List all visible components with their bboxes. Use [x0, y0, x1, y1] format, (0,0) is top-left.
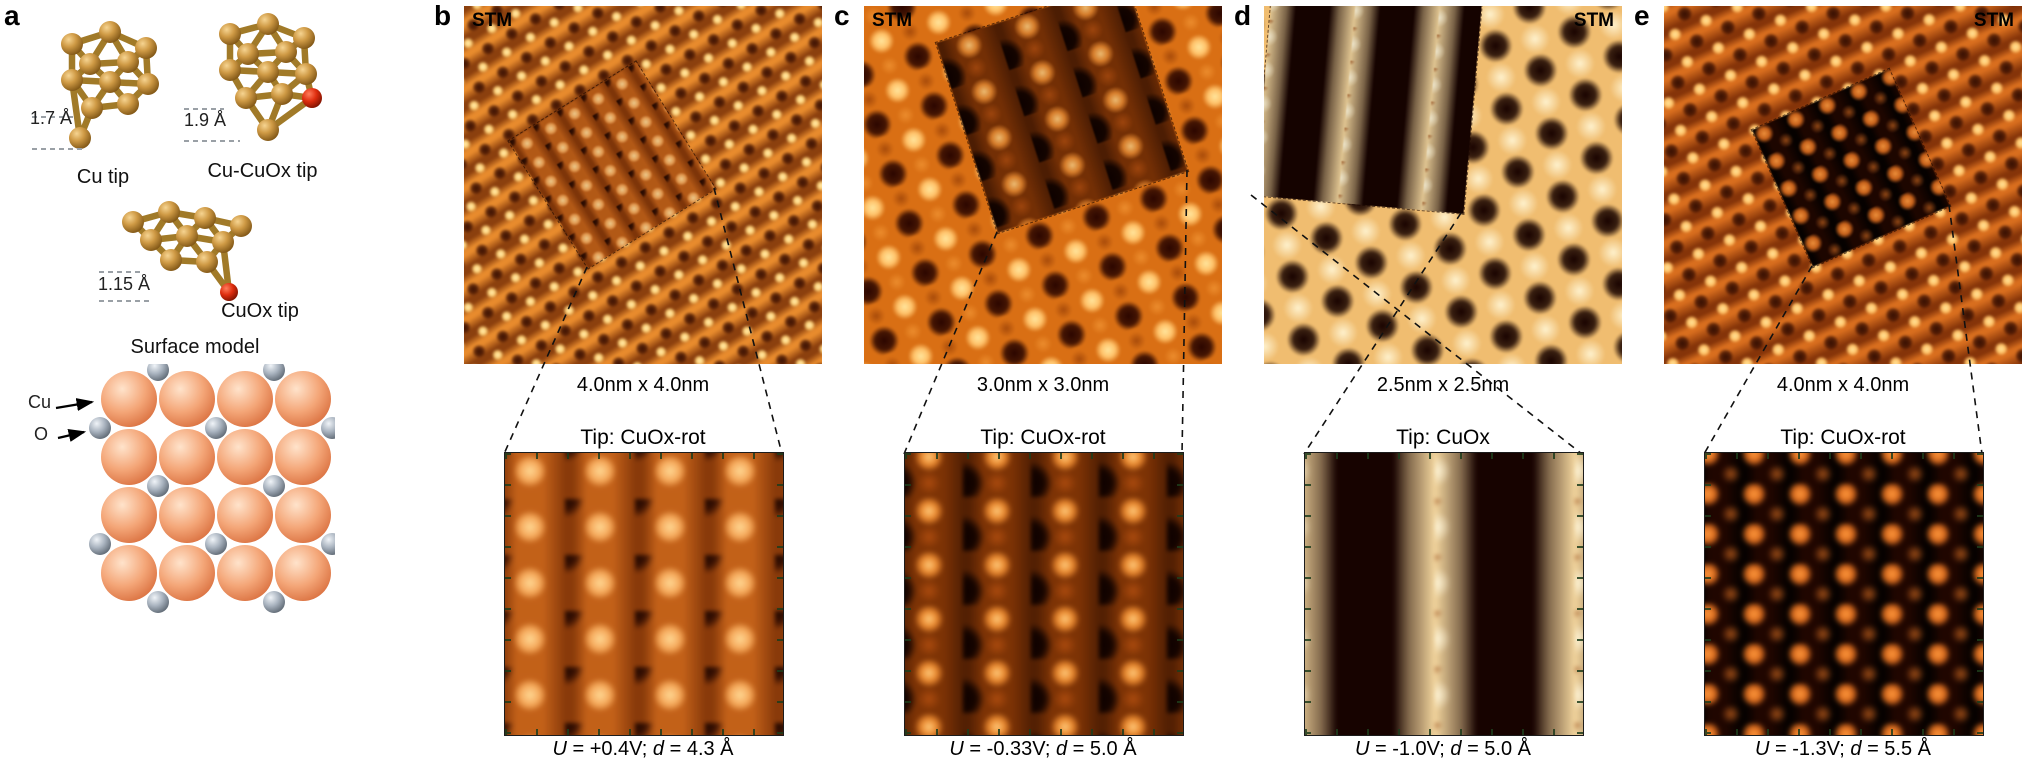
bias-distance-label-d: U = -1.0V; d = 5.0 Å: [1264, 738, 1622, 761]
simulated-stm-image-d: [1304, 452, 1584, 736]
bias-distance-label-c: U = -0.33V; d = 5.0 Å: [864, 738, 1222, 761]
cuox-tip-distance-dashes: [99, 271, 153, 302]
surface-label-arrows: [55, 398, 95, 442]
surface-model-title: Surface model: [130, 336, 260, 358]
panel-letter-e: e: [1634, 0, 1650, 31]
o-arrow-icon: [57, 429, 87, 442]
cuox-tip-name: CuOx tip: [221, 300, 299, 322]
bias-distance-label-b: U = +0.4V; d = 4.3 Å: [464, 738, 822, 761]
stm-method-tag-b: STM: [472, 10, 513, 31]
stm-method-tag-e: STM: [1973, 10, 2014, 31]
bias-d-symbol: d: [1850, 738, 1862, 760]
simulation-overlay-patch-d: [1264, 6, 1483, 215]
simulation-texture-e: [1705, 453, 1983, 735]
simulated-stm-image-c: [904, 452, 1184, 736]
stm-experimental-image-b: STM: [464, 6, 822, 364]
bias-d-symbol: d: [1450, 738, 1462, 760]
bias-d-value: = 4.3 Å: [664, 738, 734, 760]
panel-e: e STM 4.0nm x 4.0nm Tip: CuOx-rot U = -1…: [1630, 0, 2025, 762]
panel-a-models: a: [0, 0, 430, 762]
cu-cuox-tip-name: Cu-CuOx tip: [207, 160, 318, 182]
cu-tip-name: Cu tip: [76, 166, 130, 188]
bias-d-value: = 5.5 Å: [1861, 738, 1932, 760]
cuox-tip-distance-label: 1.15 Å: [98, 274, 151, 294]
bias-u-symbol: U: [552, 738, 567, 760]
bias-u-symbol: U: [1754, 738, 1770, 760]
cu-tip-model: [32, 21, 159, 150]
simulated-stm-image-e: [1704, 452, 1984, 736]
bias-distance-label-e: U = -1.3V; d = 5.5 Å: [1664, 738, 2022, 761]
bias-d-value: = 5.0 Å: [1461, 738, 1532, 760]
panel-letter-c: c: [834, 0, 850, 31]
surface-o-label: O: [34, 424, 49, 444]
stm-method-tag-c: STM: [872, 10, 913, 31]
oxygen-apex-atom: [220, 283, 238, 301]
panel-b: b STM 4.0nm x 4.0nm Tip: CuOx-rot U = +0…: [430, 0, 830, 762]
surface-cu-label: Cu: [28, 392, 52, 412]
surface-cu-spheres: [101, 371, 331, 601]
scan-size-label-b: 4.0nm x 4.0nm: [576, 374, 710, 396]
stm-experimental-image-d: STM: [1264, 6, 1622, 364]
cu-tip-distance-dashes: [32, 116, 84, 150]
scan-size-label-e: 4.0nm x 4.0nm: [1776, 374, 1910, 396]
surface-o-spheres: [89, 364, 335, 613]
tip-label-c: Tip: CuOx-rot: [980, 426, 1106, 449]
cu-tip-distance-label: 1.7 Å: [30, 108, 73, 128]
bias-u-value: = -1.3V;: [1769, 738, 1851, 760]
panel-letter-b: b: [434, 0, 452, 31]
simulation-texture-b: [505, 453, 783, 735]
panel-letter-d: d: [1234, 0, 1252, 31]
bias-u-symbol: U: [949, 738, 964, 760]
cuox-tip-atoms: [122, 201, 252, 301]
cu-cuox-tip-distance-label: 1.9 Å: [184, 110, 227, 130]
cu-cuox-tip-atoms: [219, 13, 322, 141]
bias-u-value: = -0.33V;: [963, 738, 1056, 760]
bias-d-symbol: d: [1055, 738, 1068, 760]
simulation-texture-c: [905, 453, 1183, 735]
oxygen-atom: [302, 88, 322, 108]
panel-c: c STM 3.0nm x 3.0nm Tip: CuOx-rot U = -0…: [830, 0, 1230, 762]
scan-size-label-d: 2.5nm x 2.5nm: [1376, 374, 1510, 396]
cu-tip-atoms: [61, 21, 159, 149]
bias-d-symbol: d: [652, 738, 665, 760]
cuox-tip-model: [99, 201, 252, 302]
patch-texture-d: [1264, 6, 1482, 214]
bias-u-symbol: U: [1354, 738, 1370, 760]
bias-u-value: = +0.4V;: [566, 738, 653, 760]
cu-arrow-icon: [55, 398, 95, 412]
panel-letter-a: a: [4, 0, 20, 31]
bias-u-value: = -1.0V;: [1369, 738, 1451, 760]
surface-model-image: [55, 364, 335, 613]
stm-method-tag-d: STM: [1573, 10, 1614, 31]
simulation-texture-d: [1305, 453, 1583, 735]
cu-cuox-tip-distance-dashes: [184, 108, 240, 142]
simulated-stm-image-b: [504, 452, 784, 736]
scan-size-label-c: 3.0nm x 3.0nm: [976, 374, 1110, 396]
tip-label-b: Tip: CuOx-rot: [580, 426, 706, 449]
panel-d: d STM 2.5nm x 2.5nm Tip: CuOx U = -1.0V;…: [1230, 0, 1630, 762]
cu-cuox-tip-model: [184, 13, 322, 142]
stm-experimental-image-c: STM: [864, 6, 1222, 364]
stm-experimental-image-e: STM: [1664, 6, 2022, 364]
tip-label-e: Tip: CuOx-rot: [1780, 426, 1906, 449]
tip-label-d: Tip: CuOx: [1396, 426, 1490, 449]
bias-d-value: = 5.0 Å: [1067, 738, 1137, 760]
